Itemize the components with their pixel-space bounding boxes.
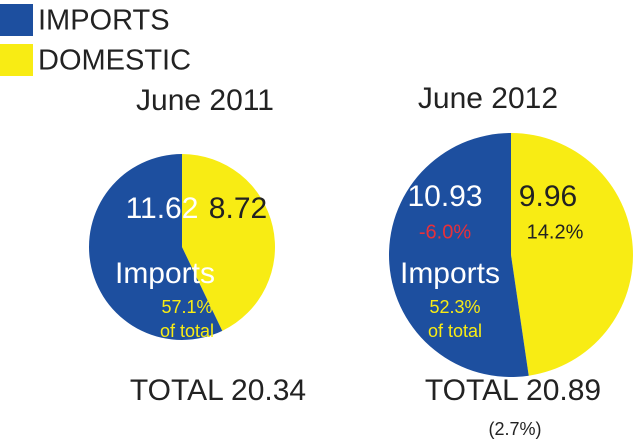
chart-title: June 2012 xyxy=(418,82,558,115)
pie-slice xyxy=(511,133,633,376)
legend-swatch xyxy=(0,4,33,36)
legend-label: DOMESTIC xyxy=(38,45,191,77)
value-label: 8.72 xyxy=(209,192,267,225)
change-label: 14.2% xyxy=(527,221,584,243)
pie-slice xyxy=(182,154,275,331)
legend-swatch xyxy=(0,44,33,76)
share-note: of total xyxy=(160,321,214,341)
pie-slice xyxy=(89,154,223,340)
pie-slice xyxy=(388,132,529,377)
share-note: of total xyxy=(428,321,482,341)
chart-title: June 2011 xyxy=(136,84,274,117)
total-label: TOTAL 20.89 xyxy=(425,374,601,407)
value-label: 9.96 xyxy=(519,180,577,213)
total-label: TOTAL 20.34 xyxy=(130,374,306,407)
value-label: 11.62 xyxy=(126,192,199,225)
share-label: 52.3% xyxy=(429,297,480,317)
slice-label: Imports xyxy=(115,257,215,290)
share-label: 57.1% xyxy=(161,297,212,317)
legend-label: IMPORTS xyxy=(38,5,170,37)
value-label: 10.93 xyxy=(407,180,482,213)
slice-label: Imports xyxy=(400,257,500,290)
change-label: -6.0% xyxy=(419,221,471,243)
total-change: (2.7%) xyxy=(488,419,541,439)
